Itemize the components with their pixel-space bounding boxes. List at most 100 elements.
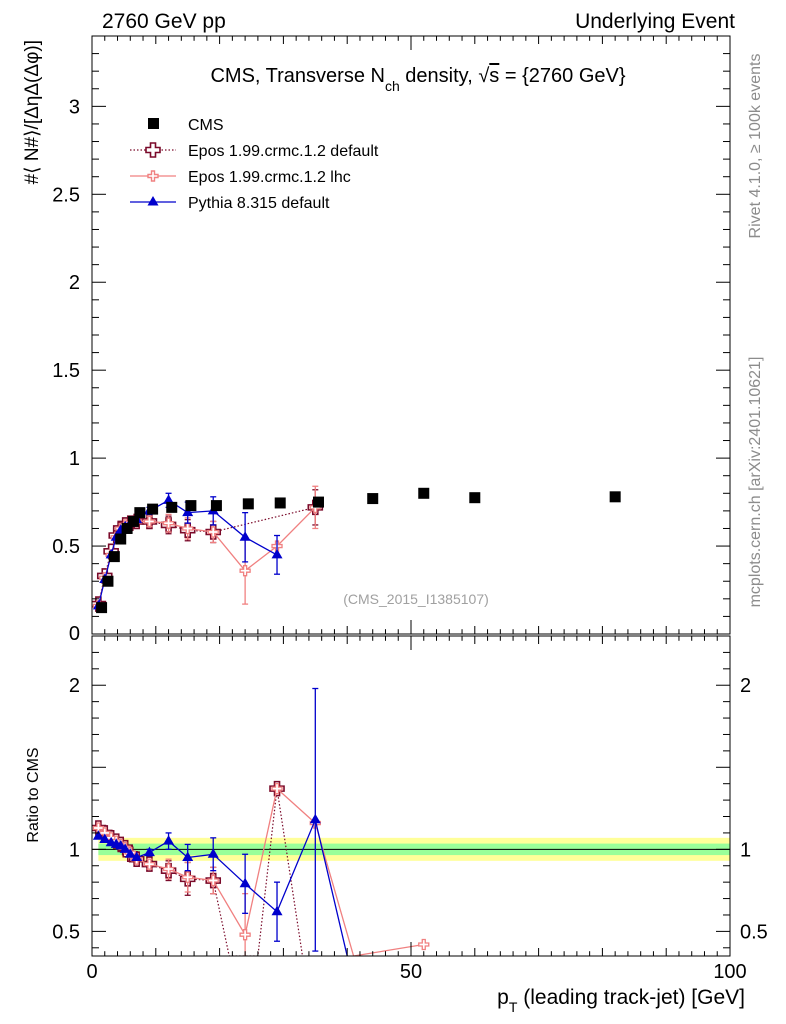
legend-label-pythia: Pythia 8.315 default (188, 195, 330, 212)
legend-label-cms: CMS (188, 117, 224, 134)
title-sqrt: √ (478, 65, 489, 87)
main-marks (92, 485, 621, 614)
legend: CMS Epos 1.99.crmc.1.2 default Epos 1.99… (130, 117, 379, 212)
title-pre: CMS, Transverse N (210, 65, 384, 87)
data-point (102, 575, 114, 587)
xlabel-pre: p (497, 986, 509, 1009)
data-point (96, 602, 108, 614)
ratio-xlabel: pT (leading track-jet) [GeV] (497, 986, 745, 1015)
series-cms (96, 487, 621, 614)
y-tick-label: 1.5 (52, 360, 80, 382)
y-tick-label-zero: 0 (69, 623, 80, 645)
data-point (131, 851, 143, 862)
series-epos-1-99-crmc-1-2-default (92, 780, 304, 956)
data-point (124, 848, 136, 858)
rivet-label: Rivet 4.1.0, ≥ 100k events (747, 54, 764, 239)
data-point (274, 497, 286, 509)
main-ylabel: #⟨ N#⟩/[ΔηΔ(Δφ)] (22, 40, 43, 184)
main-frame (91, 35, 731, 635)
ratio-y-tick-label: 1 (69, 839, 80, 861)
ratio-y-tick-label-right: 2 (740, 675, 751, 697)
main-axes: 0.5 1 1.5 2 2.5 3 0 (52, 35, 731, 645)
series-epos-1-99-crmc-1-2-lhc (92, 782, 430, 956)
data-point (127, 515, 139, 527)
data-point (242, 498, 254, 510)
data-point (162, 863, 175, 875)
data-point (239, 565, 251, 577)
series-epos-1-99-crmc-1-2-default (92, 489, 324, 612)
series-line-epos-1-99-crmc-1-2-lhc (98, 787, 424, 956)
ratio-marks (92, 687, 430, 956)
legend-label-epos-default: Epos 1.99.crmc.1.2 default (188, 143, 379, 160)
ratio-panel: 0.5 0.5 1 1 2 2 0 50 100 Ratio to CMS pT (leadin… (25, 635, 768, 1015)
data-point (143, 858, 156, 870)
data-point (163, 835, 175, 845)
y-tick-label: 2 (69, 272, 80, 294)
data-point (182, 871, 194, 883)
data-point (162, 517, 175, 529)
title-post: = {2760 GeV} (499, 65, 626, 87)
legend-item-epos-default: Epos 1.99.crmc.1.2 default (130, 142, 379, 160)
y-tick-label: 3 (69, 96, 80, 118)
data-point (147, 503, 159, 515)
data-point (92, 830, 104, 840)
xlabel-sub: T (509, 999, 518, 1015)
series-epos-1-99-crmc-1-2-lhc (92, 485, 321, 612)
data-point (469, 492, 481, 504)
legend-marker-pythia (147, 196, 159, 206)
main-title: CMS, Transverse Nch density, √s = {2760 … (210, 65, 625, 94)
data-point (312, 496, 324, 508)
ratio-y-tick-label-right: 0.5 (740, 921, 768, 943)
data-point (143, 846, 155, 857)
ratio-ylabel: Ratio to CMS (25, 747, 42, 842)
xlabel-post: (leading track-jet) [GeV] (517, 986, 745, 1009)
x-tick-label: 50 (400, 961, 422, 983)
ratio-y-tick-label-right: 1 (740, 839, 751, 861)
data-point (207, 874, 219, 887)
data-point (182, 522, 194, 535)
data-point (166, 501, 178, 513)
legend-item-epos-lhc: Epos 1.99.crmc.1.2 lhc (130, 169, 351, 186)
y-tick-label: 1 (69, 448, 80, 470)
data-point (185, 500, 197, 512)
data-point (121, 522, 133, 534)
ratio-band (92, 837, 730, 861)
data-point (143, 515, 156, 528)
header-right: Underlying Event (575, 10, 735, 33)
header-left: 2760 GeV pp (102, 10, 226, 33)
ratio-y-tick-label: 2 (69, 675, 80, 697)
legend-marker-epos-default (145, 142, 161, 158)
data-point (99, 833, 111, 843)
data-point (115, 533, 127, 545)
data-point (210, 500, 222, 512)
legend-label-epos-lhc: Epos 1.99.crmc.1.2 lhc (188, 169, 351, 186)
data-point (239, 877, 251, 888)
y-tick-label: 0.5 (52, 536, 80, 558)
data-point (108, 551, 120, 563)
legend-item-cms: CMS (148, 117, 224, 134)
ratio-y-tick-label: 0.5 (52, 921, 80, 943)
legend-item-pythia: Pythia 8.315 default (130, 195, 330, 212)
data-point (418, 938, 430, 951)
data-point (367, 493, 379, 505)
x-tick-label: 0 (86, 961, 97, 983)
data-point (134, 507, 146, 519)
title-mid: density, (400, 65, 479, 87)
data-point (163, 494, 175, 504)
ratio-frame (91, 635, 731, 957)
data-point (207, 526, 219, 538)
data-point (418, 487, 430, 499)
data-point (309, 813, 321, 824)
x-tick-label: 100 (713, 961, 746, 983)
data-point (609, 491, 621, 503)
data-point (182, 506, 194, 517)
mcplots-label: mcplots.cern.ch [arXiv:2401.10621] (747, 357, 764, 608)
title-sub: ch (385, 78, 400, 94)
data-point (271, 905, 283, 916)
data-point (271, 782, 283, 795)
legend-marker-cms (148, 118, 159, 129)
legend-marker-epos-lhc (147, 170, 159, 182)
watermark: (CMS_2015_I1385107) (343, 591, 489, 607)
data-point (239, 531, 251, 541)
